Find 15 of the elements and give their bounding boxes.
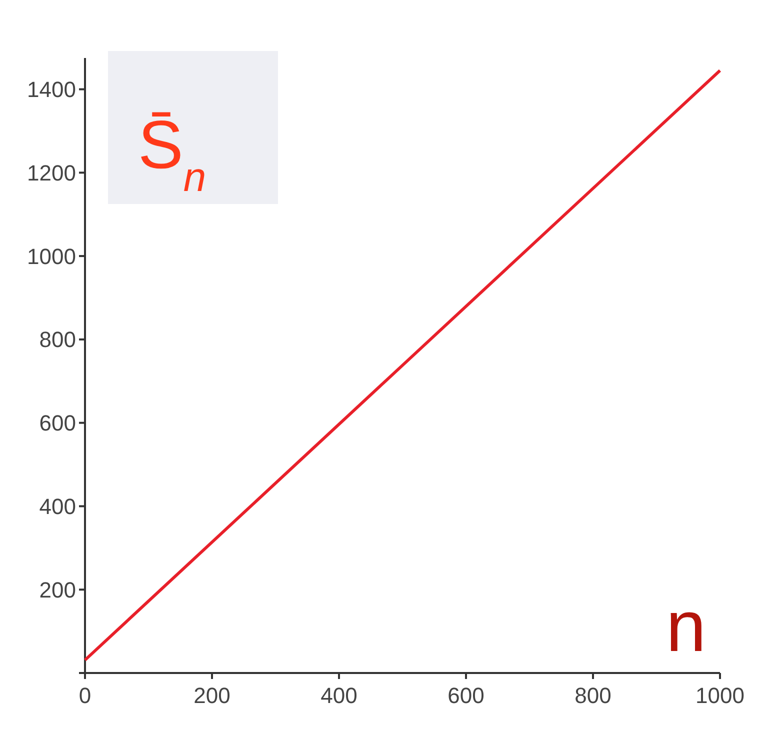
y-tick-label: 200	[39, 577, 76, 602]
y-tick-label: 1000	[27, 244, 76, 269]
y-tick-label: 800	[39, 327, 76, 352]
y-tick-label: 600	[39, 410, 76, 436]
x-tick-label: 800	[574, 683, 612, 708]
x-axis-title: n	[666, 587, 706, 667]
x-tick-label: 200	[194, 683, 230, 708]
x-tick-label: 1000	[696, 683, 744, 708]
y-tick-label: 1400	[27, 76, 76, 102]
y-tick-label: 400	[39, 494, 76, 519]
x-tick-label: 400	[320, 683, 358, 708]
x-tick-label: 600	[448, 683, 484, 708]
y-tick-label: 1200	[27, 160, 76, 186]
y-axis-title: S̄$_{n}$	[138, 107, 206, 200]
x-tick-label: 0	[78, 683, 92, 708]
